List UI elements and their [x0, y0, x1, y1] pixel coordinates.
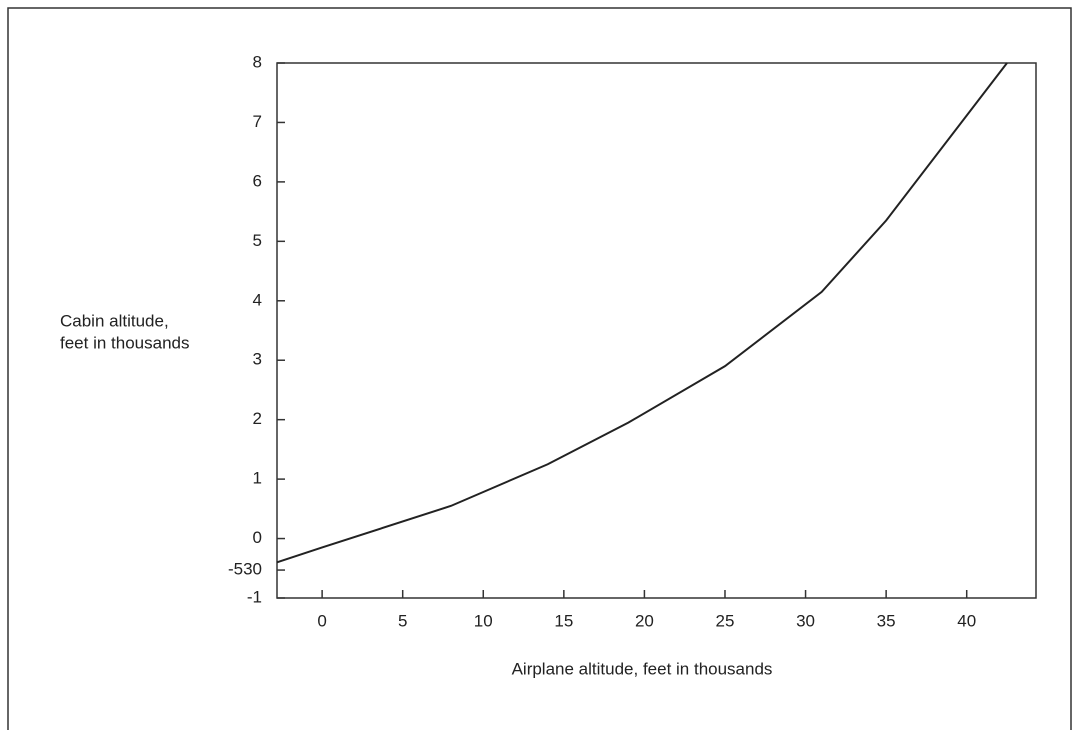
frame — [7, 7, 1072, 730]
y-tick-label: -530 — [228, 560, 262, 579]
x-tick-label: 40 — [957, 611, 976, 630]
plot-area — [276, 62, 1037, 599]
x-tick-label: 5 — [398, 611, 407, 630]
x-tick-label: 0 — [317, 611, 326, 630]
y-tick-label: 8 — [253, 52, 262, 71]
x-tick-label: 35 — [877, 611, 896, 630]
y-tick-label: 5 — [253, 231, 262, 250]
y-tick-label: 4 — [253, 290, 262, 309]
x-tick-label: 30 — [796, 611, 815, 630]
y-tick-label: 2 — [253, 409, 262, 428]
x-axis-label: Airplane altitude, feet in thousands — [512, 659, 773, 678]
y-tick-label: 3 — [253, 350, 262, 369]
y-axis-label: Cabin altitude, — [60, 311, 169, 330]
x-tick-label: 25 — [716, 611, 735, 630]
y-tick-label: 1 — [253, 469, 262, 488]
y-tick-label: -1 — [247, 587, 262, 606]
y-axis-label: feet in thousands — [60, 333, 189, 352]
y-tick-label: 7 — [253, 112, 262, 131]
x-tick-label: 20 — [635, 611, 654, 630]
y-tick-label: 6 — [253, 171, 262, 190]
x-tick-label: 10 — [474, 611, 493, 630]
x-tick-label: 15 — [554, 611, 573, 630]
y-tick-label: 0 — [253, 528, 262, 547]
line — [276, 62, 1008, 564]
